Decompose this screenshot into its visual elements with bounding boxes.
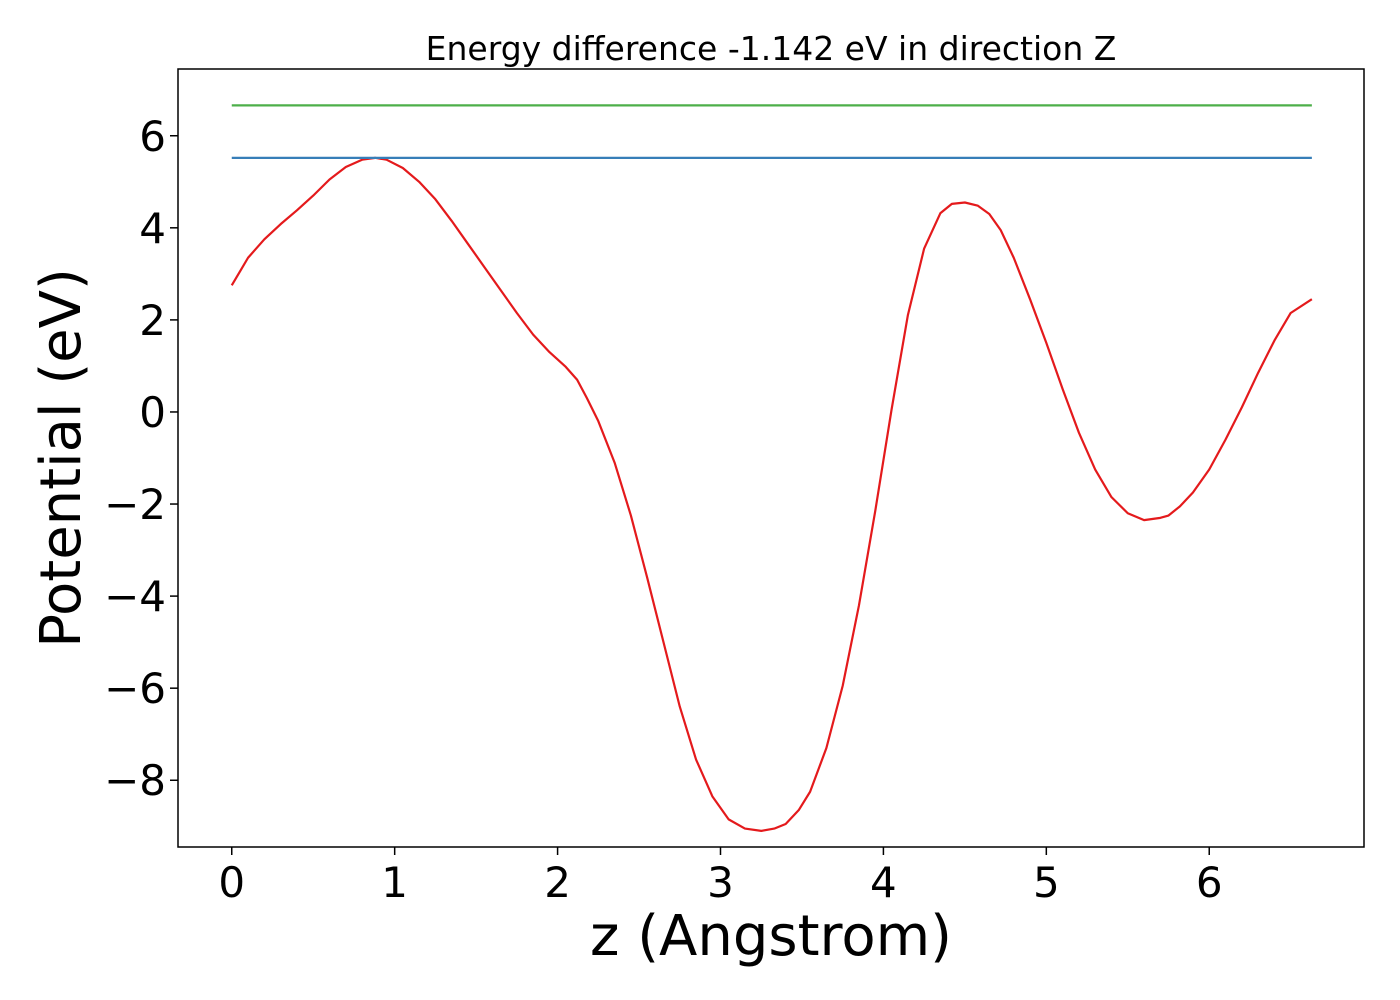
y-tick-label-2: −4 <box>104 572 166 621</box>
y-tick-label-7: 6 <box>139 112 166 161</box>
x-axis: 0 1 2 3 4 5 6 <box>218 847 1223 907</box>
x-tick-label-6: 6 <box>1196 858 1223 907</box>
chart-title: Energy difference -1.142 eV in direction… <box>426 29 1117 68</box>
y-axis: −8 −6 −4 −2 0 2 4 6 <box>104 112 178 805</box>
x-tick-label-3: 3 <box>707 858 734 907</box>
y-tick-label-3: −2 <box>104 480 166 529</box>
y-tick-label-1: −6 <box>104 664 166 713</box>
x-tick-label-4: 4 <box>870 858 897 907</box>
y-axis-label: Potential (eV) <box>29 268 94 648</box>
x-tick-label-0: 0 <box>218 858 245 907</box>
y-tick-label-4: 0 <box>139 388 166 437</box>
y-tick-label-5: 2 <box>139 296 166 345</box>
series-line-0 <box>230 156 1313 832</box>
plot-frame <box>177 68 1365 848</box>
x-axis-label: z (Angstrom) <box>590 904 952 969</box>
x-tick-label-1: 1 <box>381 858 408 907</box>
plot-area <box>177 68 1365 848</box>
x-tick-label-5: 5 <box>1033 858 1060 907</box>
y-tick-label-0: −8 <box>104 756 166 805</box>
series-layer <box>230 104 1313 832</box>
x-tick-label-2: 2 <box>544 858 571 907</box>
y-tick-label-6: 4 <box>139 204 166 253</box>
